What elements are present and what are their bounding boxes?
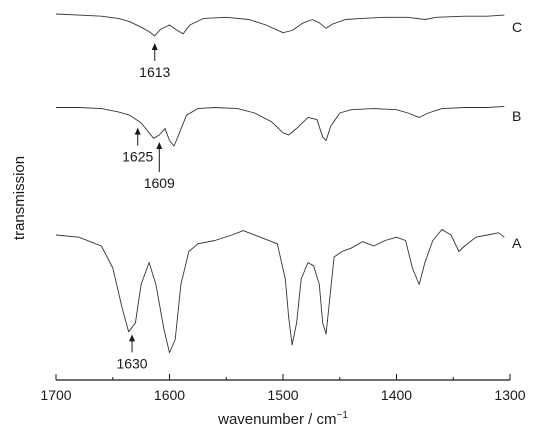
annotation-label: 1630 (116, 355, 147, 371)
annotation-layer: 1630 1625 1609 1613 (116, 43, 175, 371)
annotation-1625: 1625 (122, 127, 154, 165)
annotation-label: 1625 (122, 149, 153, 165)
annotation-1630: 1630 (116, 334, 148, 371)
series-c-label: C (512, 19, 522, 35)
x-axis-title-text: wavenumber / cm (217, 411, 336, 428)
annotation-arrow-head (156, 142, 163, 149)
x-tick-label-1400: 1400 (381, 387, 412, 403)
y-axis-title: transmission (11, 156, 28, 240)
annotation-label: 1609 (144, 175, 175, 191)
x-tick-label-1700: 1700 (40, 387, 71, 403)
annotation-arrow-head (134, 127, 141, 135)
series-b-line (56, 105, 505, 147)
x-tick-label-1300: 1300 (494, 387, 525, 403)
x-axis-title-superscript: −1 (336, 410, 348, 421)
annotation-1613: 1613 (139, 43, 171, 80)
annotation-arrow-head (151, 43, 158, 50)
annotation-arrow-head (129, 334, 136, 342)
curve-label-layer: A B C (512, 19, 522, 251)
series-a-label: A (512, 235, 522, 251)
x-tick-label-1500: 1500 (267, 387, 298, 403)
x-axis: 1700 1600 1500 1400 1300 (40, 374, 526, 403)
x-axis-title: wavenumber / cm−1 (217, 410, 348, 428)
series-b-label: B (512, 108, 521, 124)
annotation-1609: 1609 (144, 142, 175, 191)
annotation-label: 1613 (139, 64, 170, 80)
series-layer (55, 13, 505, 354)
series-a-line (55, 229, 505, 354)
series-c-line (55, 13, 505, 37)
x-tick-label-1600: 1600 (154, 387, 185, 403)
